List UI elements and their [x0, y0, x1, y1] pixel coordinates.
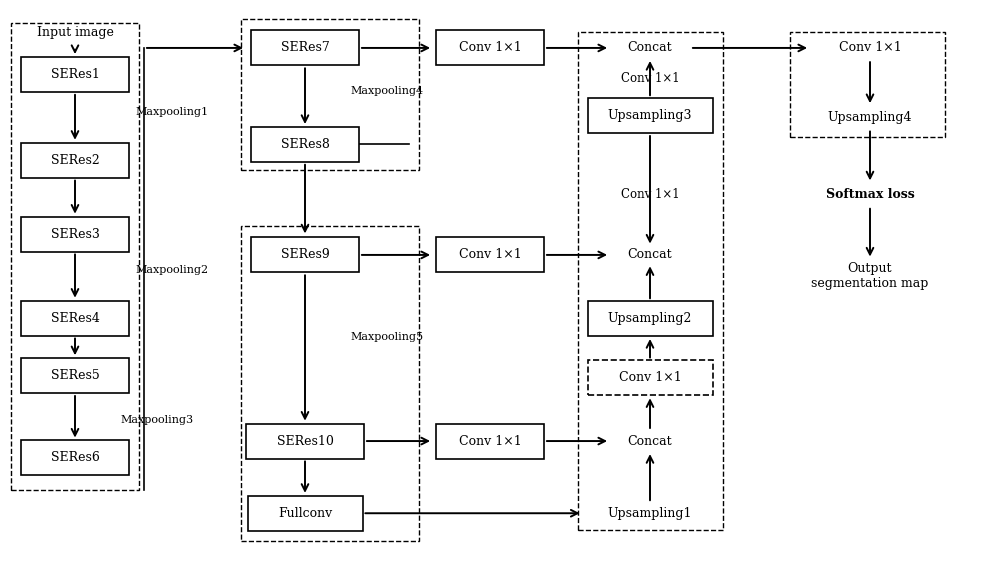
- Text: Conv 1×1: Conv 1×1: [459, 41, 521, 55]
- FancyBboxPatch shape: [21, 440, 129, 475]
- Text: SERes10: SERes10: [277, 434, 333, 448]
- FancyBboxPatch shape: [21, 143, 129, 178]
- FancyBboxPatch shape: [251, 127, 359, 162]
- FancyBboxPatch shape: [588, 98, 712, 133]
- FancyBboxPatch shape: [436, 424, 544, 459]
- Text: Maxpooling5: Maxpooling5: [350, 332, 423, 342]
- Text: Softmax loss: Softmax loss: [826, 188, 914, 201]
- Text: SERes2: SERes2: [51, 153, 99, 167]
- FancyBboxPatch shape: [21, 301, 129, 336]
- FancyBboxPatch shape: [246, 424, 364, 459]
- FancyBboxPatch shape: [436, 237, 544, 272]
- FancyBboxPatch shape: [21, 217, 129, 252]
- Text: Concat: Concat: [628, 248, 672, 262]
- Text: Conv 1×1: Conv 1×1: [621, 72, 679, 86]
- Text: Conv 1×1: Conv 1×1: [621, 187, 679, 201]
- FancyBboxPatch shape: [21, 57, 129, 92]
- Text: Conv 1×1: Conv 1×1: [459, 248, 521, 262]
- Text: SERes1: SERes1: [51, 68, 99, 81]
- FancyBboxPatch shape: [436, 30, 544, 65]
- Text: Output
segmentation map: Output segmentation map: [811, 262, 929, 290]
- Text: Upsampling3: Upsampling3: [608, 109, 692, 122]
- Text: SERes9: SERes9: [281, 248, 329, 262]
- Text: Concat: Concat: [628, 434, 672, 448]
- Text: SERes6: SERes6: [51, 451, 99, 465]
- Text: Fullconv: Fullconv: [278, 506, 332, 520]
- Text: SERes8: SERes8: [281, 138, 329, 151]
- FancyBboxPatch shape: [251, 237, 359, 272]
- Text: Conv 1×1: Conv 1×1: [619, 371, 681, 385]
- FancyBboxPatch shape: [21, 358, 129, 393]
- Text: Maxpooling2: Maxpooling2: [135, 266, 208, 275]
- Text: Maxpooling4: Maxpooling4: [350, 86, 423, 95]
- Text: Input image: Input image: [37, 26, 113, 39]
- FancyBboxPatch shape: [248, 496, 362, 531]
- Text: SERes3: SERes3: [51, 227, 99, 241]
- Text: SERes5: SERes5: [51, 369, 99, 382]
- Text: Upsampling2: Upsampling2: [608, 312, 692, 325]
- Text: Upsampling4: Upsampling4: [828, 111, 912, 124]
- Text: Conv 1×1: Conv 1×1: [839, 41, 901, 55]
- FancyBboxPatch shape: [588, 301, 712, 336]
- Text: Maxpooling3: Maxpooling3: [120, 415, 193, 425]
- Text: Maxpooling1: Maxpooling1: [135, 107, 208, 117]
- Text: Conv 1×1: Conv 1×1: [459, 434, 521, 448]
- Text: SERes4: SERes4: [51, 311, 99, 325]
- FancyBboxPatch shape: [251, 30, 359, 65]
- FancyBboxPatch shape: [588, 360, 712, 395]
- Text: Upsampling1: Upsampling1: [608, 506, 692, 520]
- Text: SERes7: SERes7: [281, 41, 329, 55]
- Text: Concat: Concat: [628, 41, 672, 55]
